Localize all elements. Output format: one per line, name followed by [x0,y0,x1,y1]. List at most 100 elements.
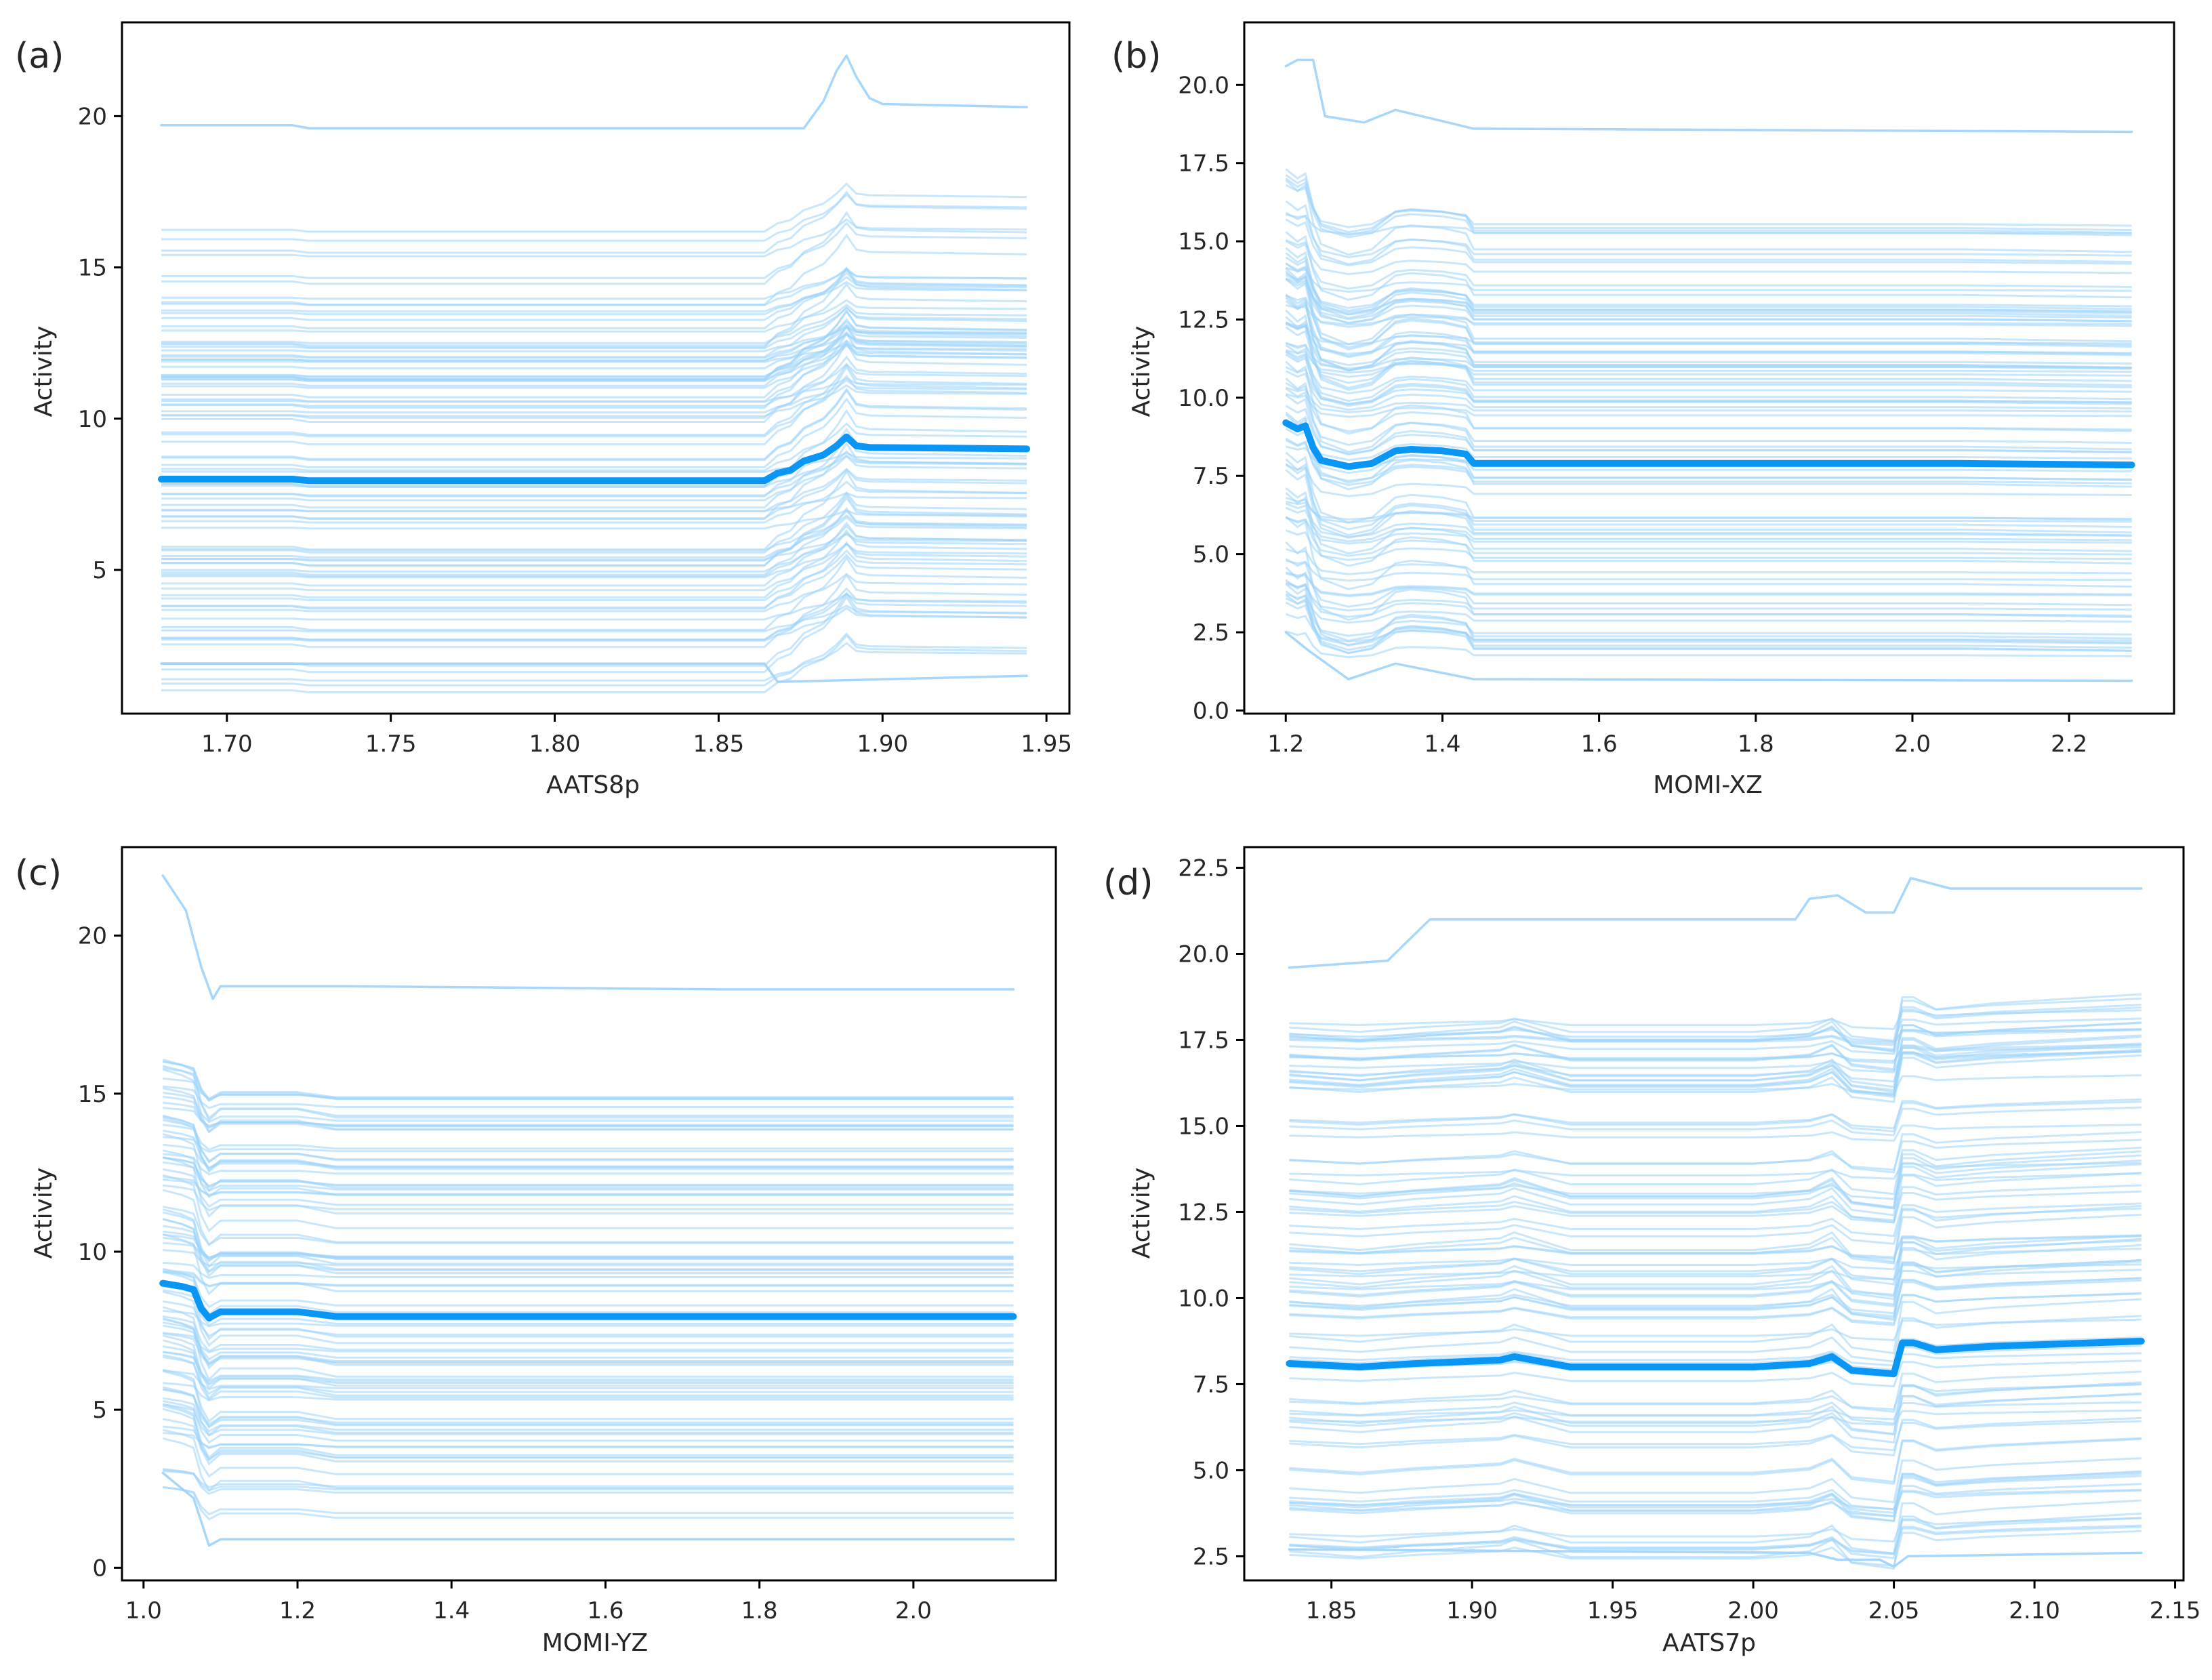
panel-c-ice-line [162,1114,1014,1172]
panel-b-ticks: 1.2 1.4 1.6 1.8 2.0 2.2 0.0 2.5 5.0 7.5 10.0 12.5 15… [1178,72,2087,758]
panel-d-ice-line [1289,993,2142,1053]
panel-a-axes-frame [121,21,1071,715]
panel-a-xtick-label: 1.95 [1021,731,1072,758]
panel-c-ice-line [162,1068,1014,1134]
panel-c-ice-line [162,1208,1014,1269]
panel-b-ice-line [1285,579,2132,642]
panel-c-ice-line [162,1354,1014,1401]
panel-c-xtick-label: 2.0 [895,1597,932,1624]
panel-c-ice-line [162,1155,1014,1218]
panel-c-named-lines [159,874,1017,1547]
panel-b-xtick-label: 2.0 [1894,731,1931,758]
panel-b-ice-line [1285,200,2132,266]
panel-d-xtick-label: 2.05 [1868,1597,1920,1624]
panel-c-ice-line [162,1161,1014,1192]
panel-d-ytick-label: 17.5 [1178,1027,1229,1054]
panel-d-xtick-label: 2.15 [2150,1597,2201,1624]
panel-a-ice-line [161,363,1027,407]
panel-d-ice-line [1289,1277,2142,1319]
panel-b-xtick-label: 1.4 [1424,731,1460,758]
panel-b-ice-line [1285,630,2132,659]
panel-d-ytick-label: 10.0 [1178,1285,1229,1312]
panel-a-ytick-label: 15 [78,255,107,282]
panel-b-ice-line [1285,266,2132,293]
panel-d-ice-line [1289,1050,2142,1073]
panel-b-ice-line [1285,500,2132,520]
panel-d-ice-line [1289,1160,2142,1210]
panel-c-ice-line-2 [161,1471,1015,1547]
panel-b-ice-line [1285,469,2132,539]
panel-a-ice-line [161,521,1027,587]
panel-a-ice-line [161,595,1027,674]
panel-c-ylabel: Activity [30,1168,58,1259]
panel-d-ytick-label: 22.5 [1178,855,1229,882]
panel-a-ice-line [161,283,1027,347]
panel-c: 1.0 1.2 1.4 1.6 1.8 2.0 0 5 10 15 20 (c) MOMI-YZ A… [15,846,1057,1657]
panel-d-ice-line [1289,1154,2142,1209]
panel-c-ice-line [162,1429,1014,1478]
panel-a-ice-line [161,397,1027,468]
panel-d-ice-line [1289,1163,2142,1216]
panel-a-ice-line [161,549,1027,602]
panel-a-ice-line [161,434,1027,509]
panel-a-ytick-label: 5 [92,557,107,584]
panel-d-ice-line [1289,1204,2142,1263]
panel-d-xtick-label: 2.10 [2009,1597,2060,1624]
panel-a-ticks: 1.70 1.75 1.80 1.85 1.90 1.95 5 10 15 20 [78,103,1072,758]
panel-a-ice-line [161,387,1027,460]
panel-b-ice-line [1285,184,2132,228]
panel-b-ice-line [1285,541,2132,621]
panel-d-ice-line [1289,1190,2142,1224]
panel-d-ice-lines [1289,993,2142,1570]
panel-d-ice-line [1289,1147,2142,1195]
panel-c-ice-line [162,1332,1014,1366]
panel-c-ice-line [162,1095,1014,1129]
panel-a-ice-line [161,306,1027,358]
panel-a-ice-line [161,455,1027,501]
panel-c-label: (c) [15,853,62,894]
panel-b-ice-line [1285,230,2132,301]
panel-c-ice-line [162,1225,1014,1262]
panel-d-ice-line [1289,1499,2142,1555]
panel-a-xtick-label: 1.85 [693,731,745,758]
panel-c-xtick-label: 1.8 [741,1597,778,1624]
panel-b-ice-line [1285,293,2132,357]
panel-d-ice-line [1289,1370,2142,1413]
panel-d-ice-line [1289,1042,2142,1092]
panel-b-ice-line [1285,240,2132,290]
panel-d-ice-line [1289,1050,2142,1083]
panel-a-ice-line [161,573,1027,649]
panel-b-ice-line [1285,349,2132,374]
panel-a-ice-line [161,642,1027,682]
panel-b-ice-line [1285,613,2132,643]
panel-c-ice-line [163,1332,1014,1353]
panel-a-ice-line [161,542,1027,592]
panel-a-ice-line [161,221,1027,279]
panel-b-ytick-label: 7.5 [1193,463,1229,490]
panel-b-ice-line [1285,516,2132,590]
panel-a-xtick-label: 1.90 [857,731,908,758]
panel-a-ice-line [161,509,1027,562]
panel-d-ice-line [1289,1021,2142,1072]
panel-c-ytick-label: 5 [92,1397,107,1424]
panel-c-xtick-label: 1.6 [587,1597,623,1624]
panel-c-ice-line [162,1399,1014,1444]
panel-a-ice-line [161,441,1027,520]
panel-b-ylabel: Activity [1128,326,1155,417]
panel-c-ice-line [163,1179,1014,1196]
panel-a-ice-line [161,491,1027,554]
panel-a-ice-line [161,632,1027,687]
panel-a-ytick-label: 20 [78,103,107,130]
panel-a-ice-line [161,190,1027,254]
panel-c-ice-line [162,1168,1014,1208]
panel-d-ytick-label: 20.0 [1178,941,1229,968]
panel-d-ice-line [1289,1248,2142,1271]
panel-d-xtick-label: 1.90 [1446,1597,1498,1624]
panel-d-ice-line-1 [1288,876,2143,969]
panel-c-ice-line [163,1233,1014,1259]
panel-d-ytick-label: 2.5 [1193,1543,1229,1570]
panel-d-ice-line [1289,998,2142,1042]
panel-b-ice-line [1285,351,2132,406]
panel-b-ytick-label: 5.0 [1193,541,1229,569]
panel-a-ice-line [161,422,1027,472]
